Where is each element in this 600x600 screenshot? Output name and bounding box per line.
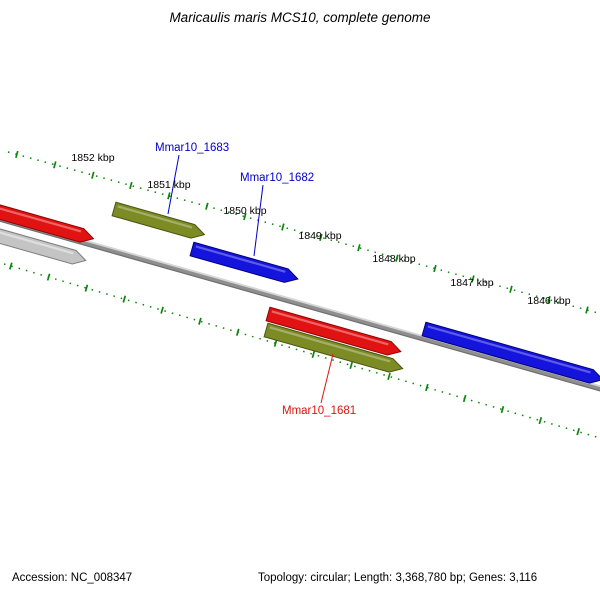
- ruler-label: 1852 kbp: [71, 152, 114, 164]
- ruler-upper-dots: [7, 151, 599, 314]
- map-title: Maricaulis maris MCS10, complete genome: [169, 10, 430, 25]
- gene-arrow-highlight: [269, 326, 391, 363]
- gene-arrow-highlight: [0, 202, 82, 233]
- backbone-main: [0, 215, 600, 392]
- gene-arrow-partial-red-left[interactable]: [0, 198, 95, 245]
- ruler-lower-dots: [3, 263, 600, 439]
- gene-arrow-shape: [0, 198, 95, 243]
- ruler-lower: [3, 262, 600, 442]
- ruler-label: 1850 kbp: [223, 205, 266, 217]
- gene-label-leader-1683: [167, 154, 180, 215]
- gene-label-mmar10-1681[interactable]: Mmar10_1681: [282, 405, 356, 417]
- genome-stats-text: Topology: circular; Length: 3,368,780 bp…: [258, 572, 537, 584]
- ruler-label: 1848 kbp: [372, 253, 415, 265]
- ruler-label: 1847 kbp: [450, 277, 493, 289]
- gene-arrow-blue-right[interactable]: [421, 321, 600, 386]
- gene-arrow-shape: [111, 201, 206, 239]
- gene-arrow-highlight: [117, 205, 193, 229]
- gene-arrow-mmar10-1683[interactable]: [111, 201, 206, 241]
- gene-arrow-highlight: [271, 310, 389, 346]
- backbone-shadow: [0, 220, 600, 392]
- gene-label-mmar10-1683[interactable]: Mmar10_1683: [155, 142, 229, 154]
- gene-arrow-highlight: [427, 325, 591, 374]
- gene-arrow-olive-middle[interactable]: [263, 322, 404, 375]
- gene-arrow-shape: [263, 322, 404, 373]
- gene-arrow-shape: [265, 306, 402, 356]
- ruler-label: 1851 kbp: [147, 179, 190, 191]
- gene-arrow-mmar10-1681[interactable]: [265, 306, 403, 358]
- gene-label-leader-1681: [320, 353, 334, 404]
- ruler-upper: 1852 kbp 1851 kbp 1850 kbp 1849 kbp 1848…: [7, 150, 599, 317]
- ruler-label: 1849 kbp: [298, 230, 341, 242]
- gene-arrow-shape: [189, 241, 299, 283]
- gene-label-mmar10-1682[interactable]: Mmar10_1682: [240, 172, 314, 184]
- gene-label-leader-1682: [253, 184, 264, 257]
- gene-arrow-partial-gray-left[interactable]: [0, 222, 88, 267]
- gene-arrow-highlight: [0, 226, 74, 255]
- gene-arrow-mmar10-1682[interactable]: [189, 241, 300, 285]
- gene-arrow-shape: [421, 321, 600, 384]
- gene-arrow-shape: [0, 222, 87, 265]
- gene-arrow-highlight: [195, 245, 286, 273]
- ruler-label: 1846 kbp: [527, 295, 570, 307]
- accession-text: Accession: NC_008347: [12, 572, 132, 584]
- footer-bar: Accession: NC_008347 Topology: circular;…: [12, 572, 537, 584]
